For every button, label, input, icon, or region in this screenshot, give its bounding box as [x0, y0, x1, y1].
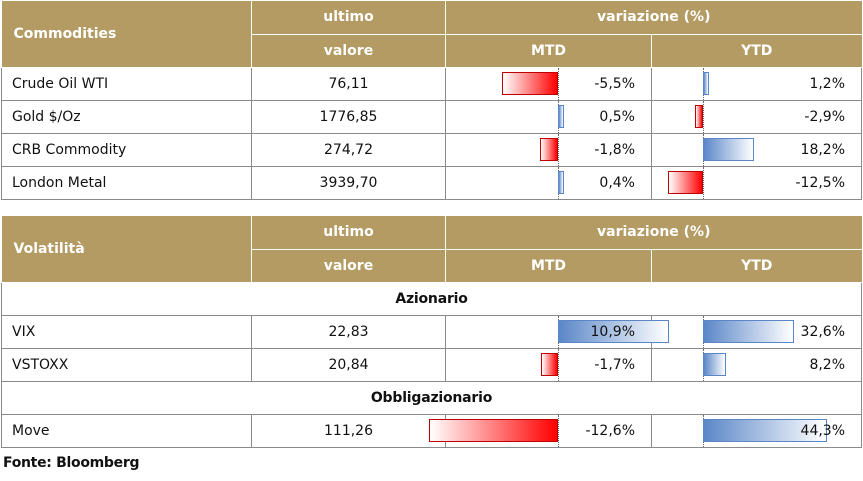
ytd-bar [703, 71, 709, 95]
mtd-cell: -1,8% [445, 132, 652, 167]
mtd-axis [558, 67, 559, 100]
ytd-cell: -2,9% [650, 99, 863, 134]
col-last-line1: ultimo [251, 216, 446, 250]
mtd-axis [558, 133, 559, 166]
ytd-cell: 32,6% [650, 314, 863, 349]
table-row: VSTOXX 20,84 -1,7% 8,2% [1, 347, 863, 382]
col-change: variazione (%) [445, 1, 862, 35]
volatility-title: Volatilità [1, 216, 252, 283]
col-mtd: MTD [445, 249, 652, 283]
col-ytd: YTD [651, 34, 862, 68]
col-mtd: MTD [445, 34, 652, 68]
row-name: Move [1, 413, 252, 448]
mtd-cell: 0,4% [445, 165, 652, 200]
ytd-cell: 8,2% [650, 347, 863, 382]
section-equity: Azionario [0, 281, 863, 316]
col-last-line2: valore [251, 34, 446, 68]
ytd-axis [703, 100, 704, 133]
mtd-value: 10,9% [590, 323, 635, 340]
row-last-value: 22,83 [251, 314, 446, 349]
row-name: CRB Commodity [1, 132, 252, 167]
mtd-bar [539, 137, 558, 161]
commodities-table: Commodities ultimo variazione (%) valore… [1, 1, 863, 200]
mtd-value: -1,7% [594, 356, 635, 373]
mtd-axis [558, 414, 559, 447]
ytd-value: 32,6% [800, 323, 846, 340]
col-ytd: YTD [651, 249, 862, 283]
ytd-value: 8,2% [809, 356, 846, 373]
row-last-value: 76,11 [251, 66, 446, 101]
row-last-value: 20,84 [251, 347, 446, 382]
col-change: variazione (%) [445, 216, 862, 250]
row-name: Gold $/Oz [1, 99, 252, 134]
ytd-value: 44,3% [800, 422, 846, 439]
row-name: VSTOXX [1, 347, 252, 382]
ytd-value: 18,2% [800, 141, 846, 158]
mtd-cell: 10,9% [445, 314, 670, 349]
row-last-value: 3939,70 [251, 165, 446, 200]
table-row: London Metal 3939,70 0,4% -12,5% [1, 165, 863, 200]
table-row: VIX 22,83 10,9% 32,6% [1, 314, 863, 349]
mtd-cell: 0,5% [445, 99, 652, 134]
mtd-bar [558, 170, 564, 194]
commodities-title: Commodities [1, 1, 252, 68]
col-last-line2: valore [251, 249, 446, 283]
mtd-bar [501, 71, 558, 95]
source-note: Fonte: Bloomberg [3, 455, 140, 471]
mtd-bar [429, 418, 558, 442]
row-name: VIX [1, 314, 252, 349]
ytd-cell: -12,5% [650, 165, 863, 200]
ytd-value: -12,5% [795, 174, 846, 191]
ytd-bar [668, 170, 703, 194]
row-last-value: 274,72 [251, 132, 446, 167]
volatility-table: Volatilità ultimo variazione (%) valore … [0, 216, 863, 448]
row-last-value: 1776,85 [251, 99, 446, 134]
ytd-value: -2,9% [804, 108, 846, 125]
ytd-bar [694, 104, 703, 128]
mtd-value: -5,5% [594, 75, 635, 92]
ytd-bar [703, 352, 726, 376]
mtd-value: -12,6% [585, 422, 635, 439]
ytd-bar [703, 418, 828, 442]
mtd-cell: -12,6% [429, 413, 652, 448]
table-row: Move 111,26 -12,6% 44,3% [1, 413, 863, 448]
mtd-bar [558, 104, 564, 128]
mtd-cell: -5,5% [445, 66, 652, 101]
row-last-value: 111,26 [251, 413, 446, 448]
ytd-bar [703, 319, 795, 343]
mtd-value: 0,5% [599, 108, 635, 125]
section-bonds: Obbligazionario [0, 380, 863, 415]
ytd-axis [703, 166, 704, 199]
table-row: Gold $/Oz 1776,85 0,5% -2,9% [1, 99, 863, 134]
col-last-line1: ultimo [251, 1, 446, 35]
mtd-cell: -1,7% [445, 347, 652, 382]
table-row: CRB Commodity 274,72 -1,8% 18,2% [1, 132, 863, 167]
mtd-bar [540, 352, 558, 376]
mtd-axis [558, 348, 559, 381]
ytd-bar [703, 137, 754, 161]
ytd-value: 1,2% [809, 75, 846, 92]
mtd-value: -1,8% [594, 141, 635, 158]
row-name: Crude Oil WTI [1, 66, 252, 101]
ytd-cell: 18,2% [650, 132, 863, 167]
ytd-cell: 44,3% [650, 413, 863, 448]
row-name: London Metal [1, 165, 252, 200]
ytd-cell: 1,2% [650, 66, 863, 101]
mtd-value: 0,4% [599, 174, 635, 191]
table-row: Crude Oil WTI 76,11 -5,5% 1,2% [1, 66, 863, 101]
